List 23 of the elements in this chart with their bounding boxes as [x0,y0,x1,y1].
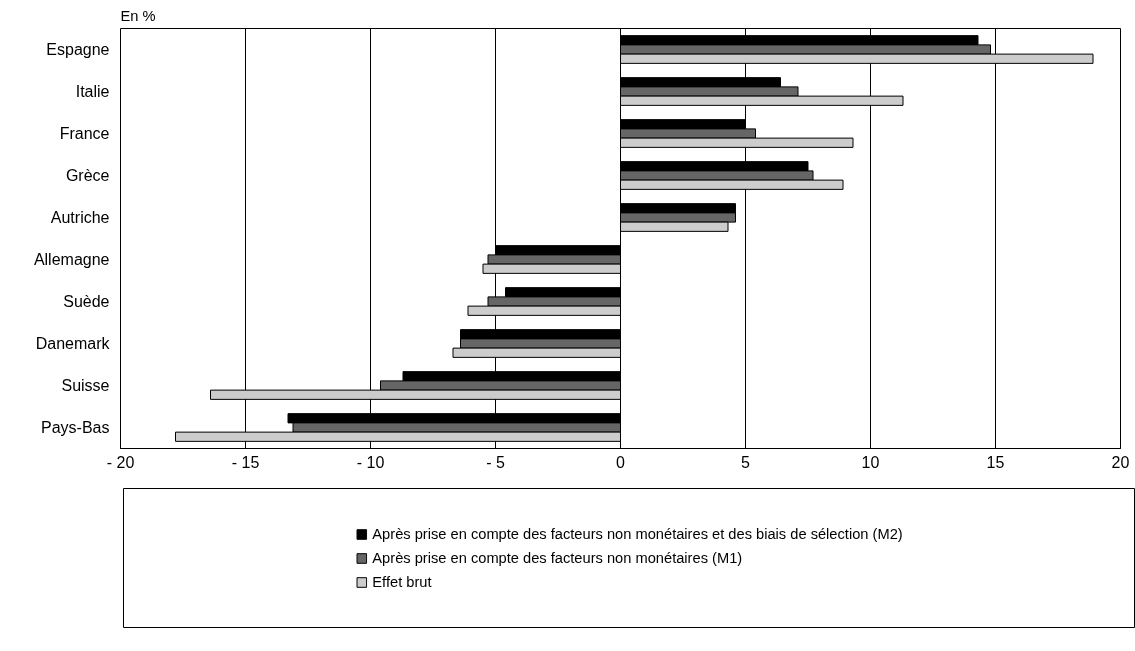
legend-label: Après prise en compte des facteurs non monétaires et des biais de sélection (M2) [372,526,903,542]
x-tick-label: - 10 [356,453,385,471]
y-tick-label: France [59,125,110,142]
y-tick-label: Danemark [35,335,111,352]
y-tick-label: Suède [63,293,110,310]
y-tick-label: Italie [75,83,110,100]
x-tick-label: 15 [986,453,1005,471]
y-tick-label: Suisse [61,377,110,394]
x-tick-label: - 5 [486,453,505,471]
x-tick-label: - 20 [106,453,135,471]
y-tick-label: Grèce [65,167,110,184]
legend-label: Après prise en compte des facteurs non monétaires (M1) [372,550,743,566]
y-axis-title: En % [120,7,156,24]
y-tick-label: Allemagne [33,251,110,268]
x-tick-label: 20 [1111,453,1130,471]
y-tick-label: Autriche [50,209,110,226]
y-tick-label: Espagne [46,41,110,58]
x-tick-label: 0 [616,453,626,471]
x-tick-label: 10 [861,453,880,471]
y-tick-label: Pays-Bas [41,419,110,436]
x-tick-label: - 15 [231,453,260,471]
x-tick-label: 5 [741,453,751,471]
legend-label: Effet brut [372,574,432,590]
